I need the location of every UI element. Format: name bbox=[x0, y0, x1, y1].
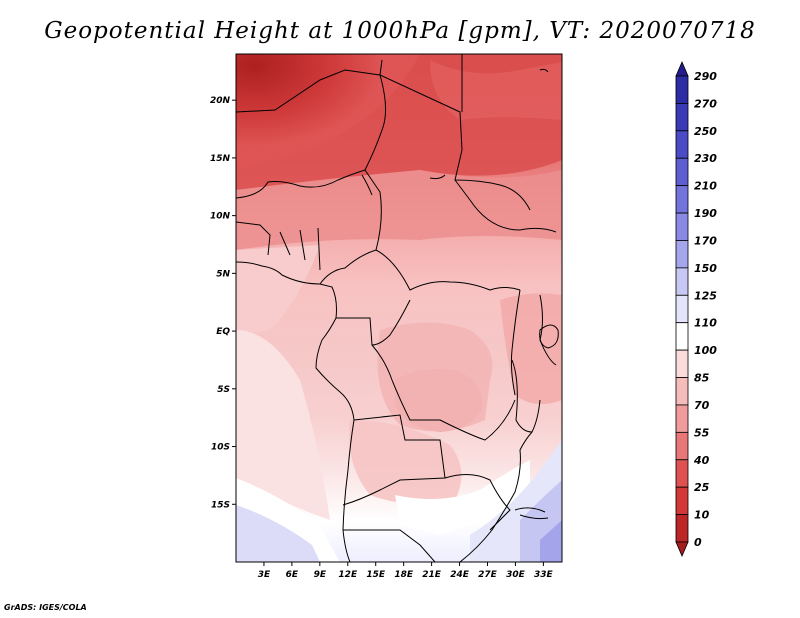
lon-tick-label: 21E bbox=[422, 570, 442, 580]
field-channel-high bbox=[540, 520, 562, 562]
lat-tick-label: 5N bbox=[216, 269, 230, 279]
colorbar-swatch bbox=[675, 459, 689, 488]
colorbar-swatch bbox=[675, 514, 689, 543]
grads-credit: GrADS: IGES/COLA bbox=[4, 603, 87, 612]
colorbar-top-arrow bbox=[675, 60, 689, 77]
colorbar-label: 250 bbox=[694, 125, 717, 138]
colorbar-swatch bbox=[675, 130, 689, 159]
colorbar-label: 150 bbox=[694, 262, 717, 275]
lat-tick-label: 5S bbox=[217, 385, 230, 395]
colorbar-label: 55 bbox=[694, 426, 710, 439]
colorbar-swatch bbox=[675, 404, 689, 433]
lat-tick-label: 10S bbox=[211, 443, 230, 453]
colorbar-swatch bbox=[675, 75, 689, 104]
colorbar-label: 25 bbox=[694, 481, 710, 494]
lat-tick-label: 20N bbox=[210, 96, 231, 106]
border-sudan bbox=[454, 179, 557, 233]
colorbar-label: 230 bbox=[694, 152, 717, 165]
colorbar-swatch bbox=[675, 431, 689, 461]
colorbar-swatch bbox=[675, 322, 689, 351]
colorbar-label: 110 bbox=[694, 317, 717, 330]
colorbar: 2902702502302101901701501251101008570554… bbox=[675, 60, 717, 558]
colorbar-swatch bbox=[675, 212, 689, 241]
border-car bbox=[375, 249, 521, 291]
field-angola bbox=[349, 420, 462, 504]
colorbar-swatch bbox=[675, 157, 689, 187]
border-algeria bbox=[236, 59, 383, 113]
height-field bbox=[236, 54, 562, 562]
colorbar-swatch bbox=[675, 267, 689, 296]
border-west-africa bbox=[236, 221, 321, 271]
east-coastline bbox=[459, 399, 541, 562]
colorbar-label: 170 bbox=[694, 234, 717, 247]
lon-tick-label: 3E bbox=[258, 570, 271, 580]
field-atlantic bbox=[236, 330, 330, 520]
field-atlantic-high bbox=[236, 505, 320, 562]
lake-victoria bbox=[539, 324, 559, 349]
colorbar-swatch bbox=[675, 377, 689, 406]
colorbar-swatch bbox=[675, 240, 689, 269]
colorbar-swatch bbox=[675, 185, 689, 214]
map-title: Geopotential Height at 1000hPa [gpm], VT… bbox=[44, 18, 756, 44]
lake-chad bbox=[361, 174, 446, 196]
colorbar-label: 100 bbox=[694, 344, 717, 357]
border-zambia bbox=[444, 474, 511, 531]
lon-tick-label: 33E bbox=[534, 570, 554, 580]
lon-tick-label: 9E bbox=[314, 570, 327, 580]
lat-tick-label: 15S bbox=[211, 500, 230, 510]
colorbar-label: 40 bbox=[693, 454, 710, 467]
coast-north-east bbox=[539, 68, 549, 73]
border-gabon bbox=[336, 299, 411, 346]
colorbar-label: 190 bbox=[694, 207, 717, 220]
field-zambia bbox=[395, 460, 530, 535]
colorbar-bottom-arrow bbox=[675, 541, 689, 558]
colorbar-label: 125 bbox=[694, 289, 717, 302]
border-nigeria bbox=[319, 249, 377, 285]
west-coastline bbox=[236, 261, 355, 562]
lat-tick-label: 10N bbox=[210, 212, 231, 222]
colorbar-swatch bbox=[675, 294, 689, 324]
latitude-axis: 20N 15N 10N 5N EQ 5S 10S 15S bbox=[210, 96, 236, 510]
colorbar-label: 290 bbox=[694, 70, 717, 83]
lake-tanganyika bbox=[511, 359, 533, 433]
lon-tick-label: 30E bbox=[506, 570, 526, 580]
coastlines-borders bbox=[236, 54, 559, 562]
lon-tick-label: 12E bbox=[338, 570, 358, 580]
lon-tick-label: 24E bbox=[450, 570, 470, 580]
lake-malawi-region bbox=[514, 507, 549, 520]
colorbar-label: 85 bbox=[694, 372, 710, 385]
lon-tick-label: 15E bbox=[366, 570, 386, 580]
field-libya bbox=[430, 60, 562, 120]
border-niger-east bbox=[364, 74, 386, 251]
colorbar-label: 270 bbox=[694, 97, 717, 110]
field-band-sahel bbox=[236, 170, 562, 250]
colorbar-swatch bbox=[675, 103, 689, 132]
field-sahara-low bbox=[236, 54, 420, 170]
colorbar-label: 210 bbox=[694, 180, 717, 193]
colorbar-label: 70 bbox=[694, 399, 710, 412]
colorbar-label: 10 bbox=[694, 509, 710, 522]
lon-tick-label: 18E bbox=[394, 570, 414, 580]
colorbar-swatch bbox=[675, 349, 689, 378]
border-namibia bbox=[343, 529, 436, 562]
lat-tick-label: 15N bbox=[210, 154, 231, 164]
field-gulf-guinea bbox=[236, 245, 320, 335]
border-angola bbox=[342, 414, 446, 506]
field-congo-basin bbox=[377, 322, 493, 432]
longitude-axis: 3E 6E 9E 12E 15E 18E 21E 24E 27E 30E 33E bbox=[258, 562, 554, 580]
colorbar-label: 0 bbox=[694, 536, 702, 549]
lat-tick-label: EQ bbox=[216, 327, 230, 337]
colorbar-swatch bbox=[675, 486, 689, 515]
lon-tick-label: 27E bbox=[478, 570, 498, 580]
lon-tick-label: 6E bbox=[286, 570, 299, 580]
border-sahel bbox=[236, 169, 366, 199]
map-frame bbox=[235, 53, 563, 563]
border-drc bbox=[371, 344, 516, 441]
